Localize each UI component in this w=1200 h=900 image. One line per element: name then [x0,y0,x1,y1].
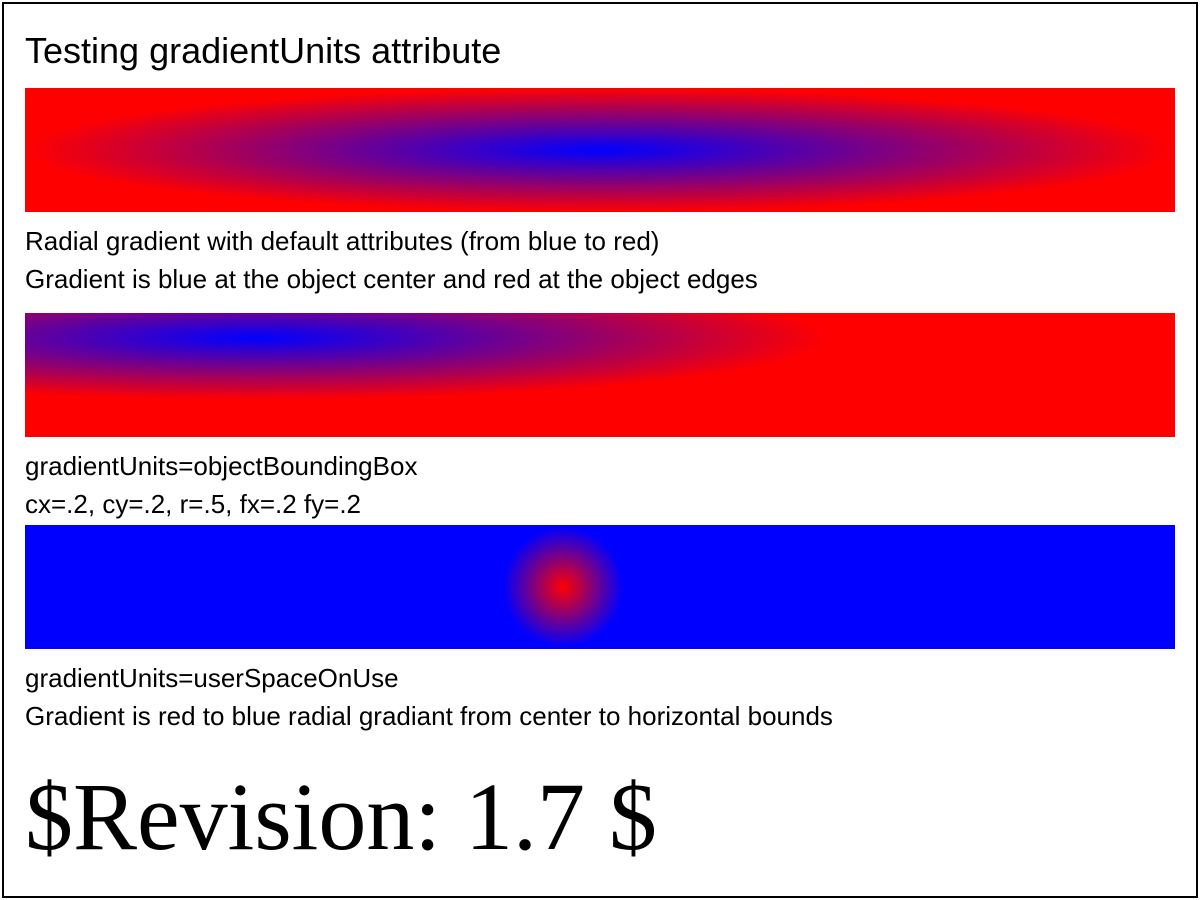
panel3-caption-line1: gradientUnits=userSpaceOnUse [25,663,399,693]
radial-gradient-objectboundingbox-rect [25,313,1175,437]
panel2-caption-line2: cx=.2, cy=.2, r=.5, fx=.2 fy=.2 [25,489,362,519]
radial-gradient-userspaceonuse-rect [25,525,1175,649]
panel3-caption-line2: Gradient is red to blue radial gradiant … [25,701,833,731]
page-title: Testing gradientUnits attribute [25,30,502,71]
radial-gradient-default-rect [25,88,1175,212]
revision-label: $Revision: 1.7 $ [25,763,658,870]
panel2-caption-line1: gradientUnits=objectBoundingBox [25,451,418,481]
panel1-caption-line1: Radial gradient with default attributes … [25,226,660,256]
panel1-caption-line2: Gradient is blue at the object center an… [25,264,758,294]
